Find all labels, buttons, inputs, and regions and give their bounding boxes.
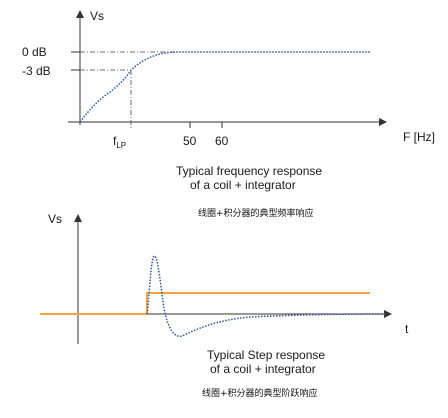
freq-caption-line1: Typical frequency response (176, 164, 322, 178)
step-caption-line2: of a coil + integrator (210, 362, 316, 376)
step-input-line (40, 292, 370, 315)
step-caption-cn: 线圈+积分器的典型阶跃响应 (202, 387, 318, 399)
freq-xtick-50: 50 (183, 134, 197, 148)
frequency-response-curve (79, 51, 370, 123)
step-x-label: t (405, 322, 409, 336)
step-response-curve (146, 255, 386, 338)
frequency-response-chart: Vs F [Hz] 0 dB -3 dB fLP 50 60 Typical f… (22, 9, 435, 219)
freq-ytick-0db: 0 dB (22, 45, 47, 59)
freq-y-label: Vs (90, 9, 104, 23)
step-caption-line1: Typical Step response (207, 348, 325, 362)
freq-caption-cn: 线圈+积分器的典型频率响应 (198, 207, 314, 219)
freq-ytick-minus3db: -3 dB (22, 64, 51, 78)
freq-x-label: F [Hz] (403, 130, 435, 144)
step-y-label: Vs (48, 212, 62, 226)
freq-xtick-60: 60 (215, 134, 229, 148)
freq-xtick-flp: fLP (113, 134, 126, 150)
step-response-chart: Vs t Typical Step response of a coil + i… (40, 212, 409, 399)
freq-caption-line2: of a coil + integrator (190, 178, 296, 192)
